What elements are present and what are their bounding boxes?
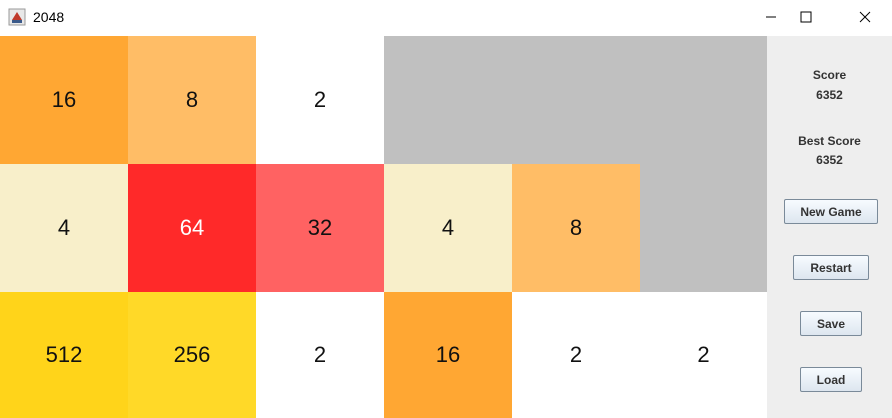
empty-cell — [640, 36, 767, 164]
side-panel: Score 6352 Best Score 6352 New Game Rest… — [767, 36, 892, 418]
empty-cell — [512, 36, 640, 164]
tile-8: 8 — [512, 164, 640, 292]
close-icon — [859, 11, 871, 23]
tile-16: 16 — [0, 36, 128, 164]
minimize-icon — [766, 16, 776, 18]
tile-2: 2 — [256, 292, 384, 418]
restart-button[interactable]: Restart — [793, 255, 869, 280]
window-title: 2048 — [33, 9, 65, 25]
score-label: Score — [812, 68, 847, 82]
empty-cell — [640, 164, 767, 292]
tile-512: 512 — [0, 292, 128, 418]
maximize-icon — [800, 11, 812, 23]
maximize-button[interactable] — [783, 0, 829, 34]
tile-4: 4 — [384, 164, 512, 292]
tile-2: 2 — [256, 36, 384, 164]
tile-256: 256 — [128, 292, 256, 418]
tile-16: 16 — [384, 292, 512, 418]
java-cup-icon — [8, 8, 26, 26]
load-button[interactable]: Load — [800, 367, 862, 392]
minimize-button[interactable] — [748, 0, 794, 34]
new-game-button[interactable]: New Game — [784, 199, 878, 224]
title-bar: 2048 — [0, 0, 892, 36]
close-button[interactable] — [842, 0, 888, 34]
save-button[interactable]: Save — [800, 311, 862, 336]
empty-cell — [384, 36, 512, 164]
tile-8: 8 — [128, 36, 256, 164]
game-board[interactable]: 16 8 2 4 64 32 4 8 512 256 2 16 2 2 — [0, 36, 767, 418]
best-score-label: Best Score — [798, 134, 861, 148]
tile-32: 32 — [256, 164, 384, 292]
best-score-value: 6352 — [816, 153, 843, 167]
tile-2: 2 — [640, 292, 767, 418]
tile-2: 2 — [512, 292, 640, 418]
tile-4: 4 — [0, 164, 128, 292]
score-value: 6352 — [816, 88, 843, 102]
tile-64: 64 — [128, 164, 256, 292]
